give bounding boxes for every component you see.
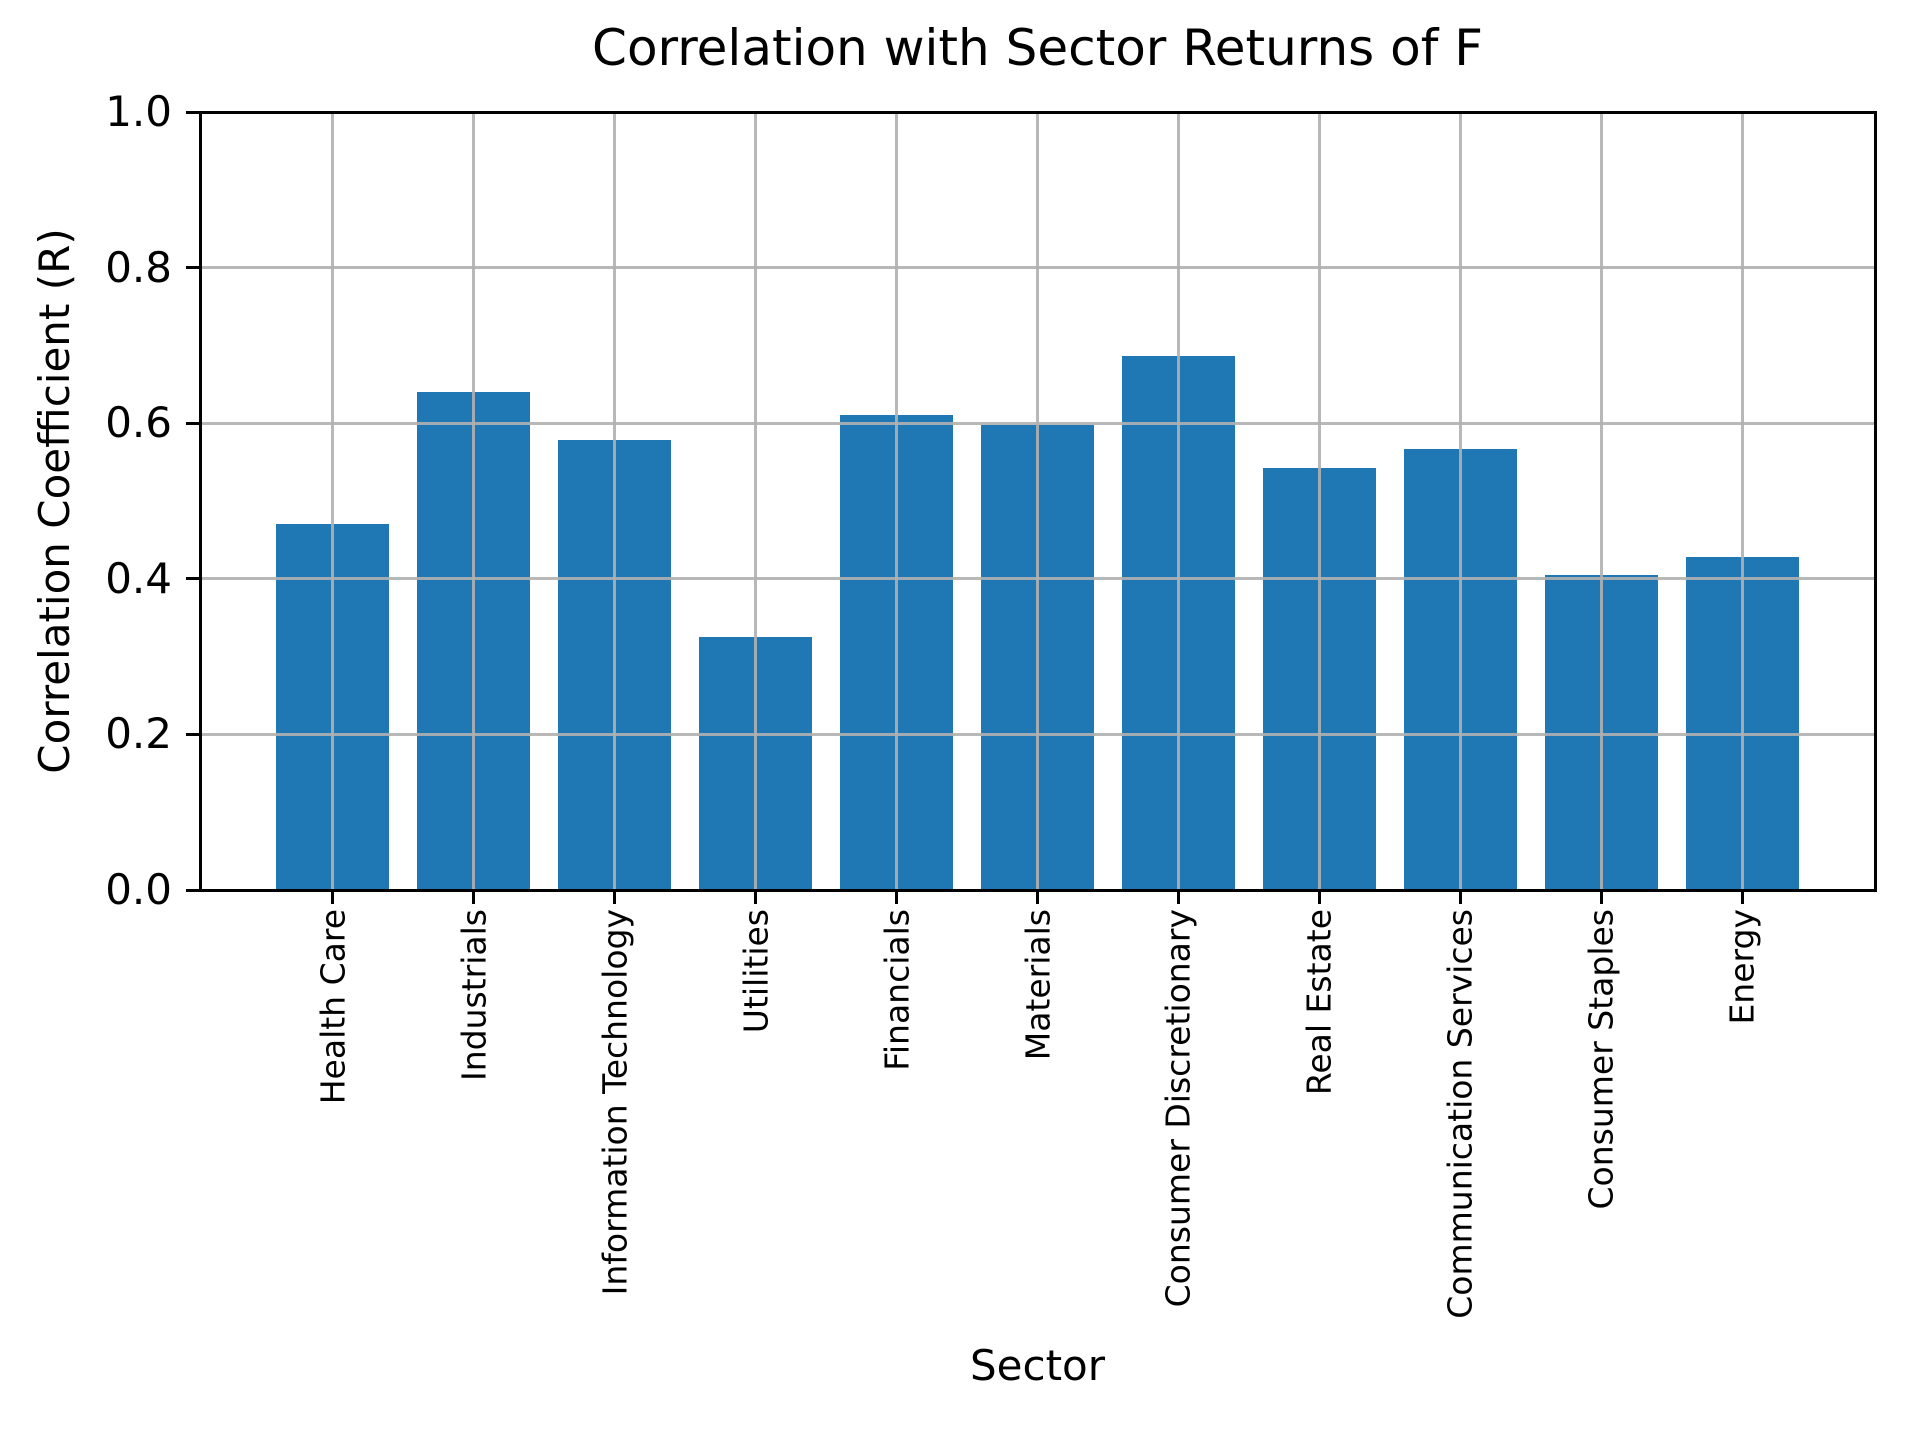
x-tick-label-text: Communication Services [1440, 909, 1480, 1319]
v-gridline [1458, 112, 1462, 890]
v-gridline [1036, 112, 1039, 890]
x-tick-label-text: Materials [1018, 909, 1057, 1061]
y-tick [186, 888, 200, 892]
x-tick-label-text: Information Technology [595, 909, 635, 1296]
x-tick-label-text: Real Estate [1299, 909, 1339, 1096]
y-tick [186, 577, 200, 581]
y-axis-label: Correlation Coefficient (R) [30, 228, 79, 774]
x-tick [1740, 891, 1744, 904]
y-tick-label: 0.8 [105, 242, 172, 292]
v-gridline [472, 112, 476, 890]
y-tick-label: 0.0 [105, 865, 172, 914]
x-tick-label-real-estate: Real Estate [1299, 909, 1339, 1100]
x-tick-label-health-care: Health Care [313, 909, 353, 1109]
y-tick-label: 0.4 [105, 553, 172, 603]
v-gridline [754, 112, 757, 890]
x-tick-label-financials: Financials [877, 909, 916, 1076]
v-gridline [1599, 112, 1603, 890]
y-tick [186, 421, 200, 425]
x-tick-label-communication-services: Communication Services [1440, 909, 1480, 1324]
x-tick-label-text: Consumer Discretionary [1158, 909, 1198, 1308]
x-tick [472, 891, 476, 904]
x-tick-label-consumer-discretionary: Consumer Discretionary [1158, 909, 1198, 1312]
y-tick-label: 0.6 [105, 398, 172, 448]
x-axis-label: Sector [969, 1341, 1106, 1390]
y-tick [186, 266, 200, 270]
x-tick-label-text: Consumer Staples [1581, 909, 1621, 1210]
chart-title: Correlation with Sector Returns of F [592, 19, 1483, 77]
x-tick [1458, 891, 1462, 904]
y-tick [186, 110, 200, 114]
v-gridline [1176, 112, 1180, 890]
x-tick [754, 891, 757, 904]
x-tick-label-utilities: Utilities [736, 909, 775, 1038]
x-tick [895, 891, 898, 904]
x-tick-label-text: Utilities [736, 909, 775, 1034]
x-tick-label-information-technology: Information Technology [595, 909, 635, 1300]
v-gridline [1740, 112, 1744, 890]
x-tick-label-materials: Materials [1018, 909, 1057, 1065]
v-gridline [331, 112, 335, 890]
x-tick-label-industrials: Industrials [454, 909, 494, 1086]
x-tick-label-text: Health Care [313, 909, 353, 1105]
v-gridline [895, 112, 898, 890]
x-tick [1317, 891, 1321, 904]
x-tick-label-text: Financials [877, 909, 916, 1071]
x-tick-label-consumer-staples: Consumer Staples [1581, 909, 1621, 1214]
x-tick [1599, 891, 1603, 904]
y-tick-label: 1.0 [105, 87, 172, 136]
x-tick [1036, 891, 1039, 904]
x-tick [613, 891, 617, 904]
x-tick-label-text: Industrials [454, 909, 494, 1081]
x-tick-label-text: Energy [1722, 909, 1762, 1025]
v-gridline [1317, 112, 1321, 890]
x-tick [331, 891, 335, 904]
v-gridline [613, 112, 617, 890]
x-tick [1176, 891, 1180, 904]
y-tick [186, 732, 200, 736]
y-tick-label: 0.2 [105, 709, 172, 759]
x-tick-label-energy: Energy [1722, 909, 1762, 1030]
